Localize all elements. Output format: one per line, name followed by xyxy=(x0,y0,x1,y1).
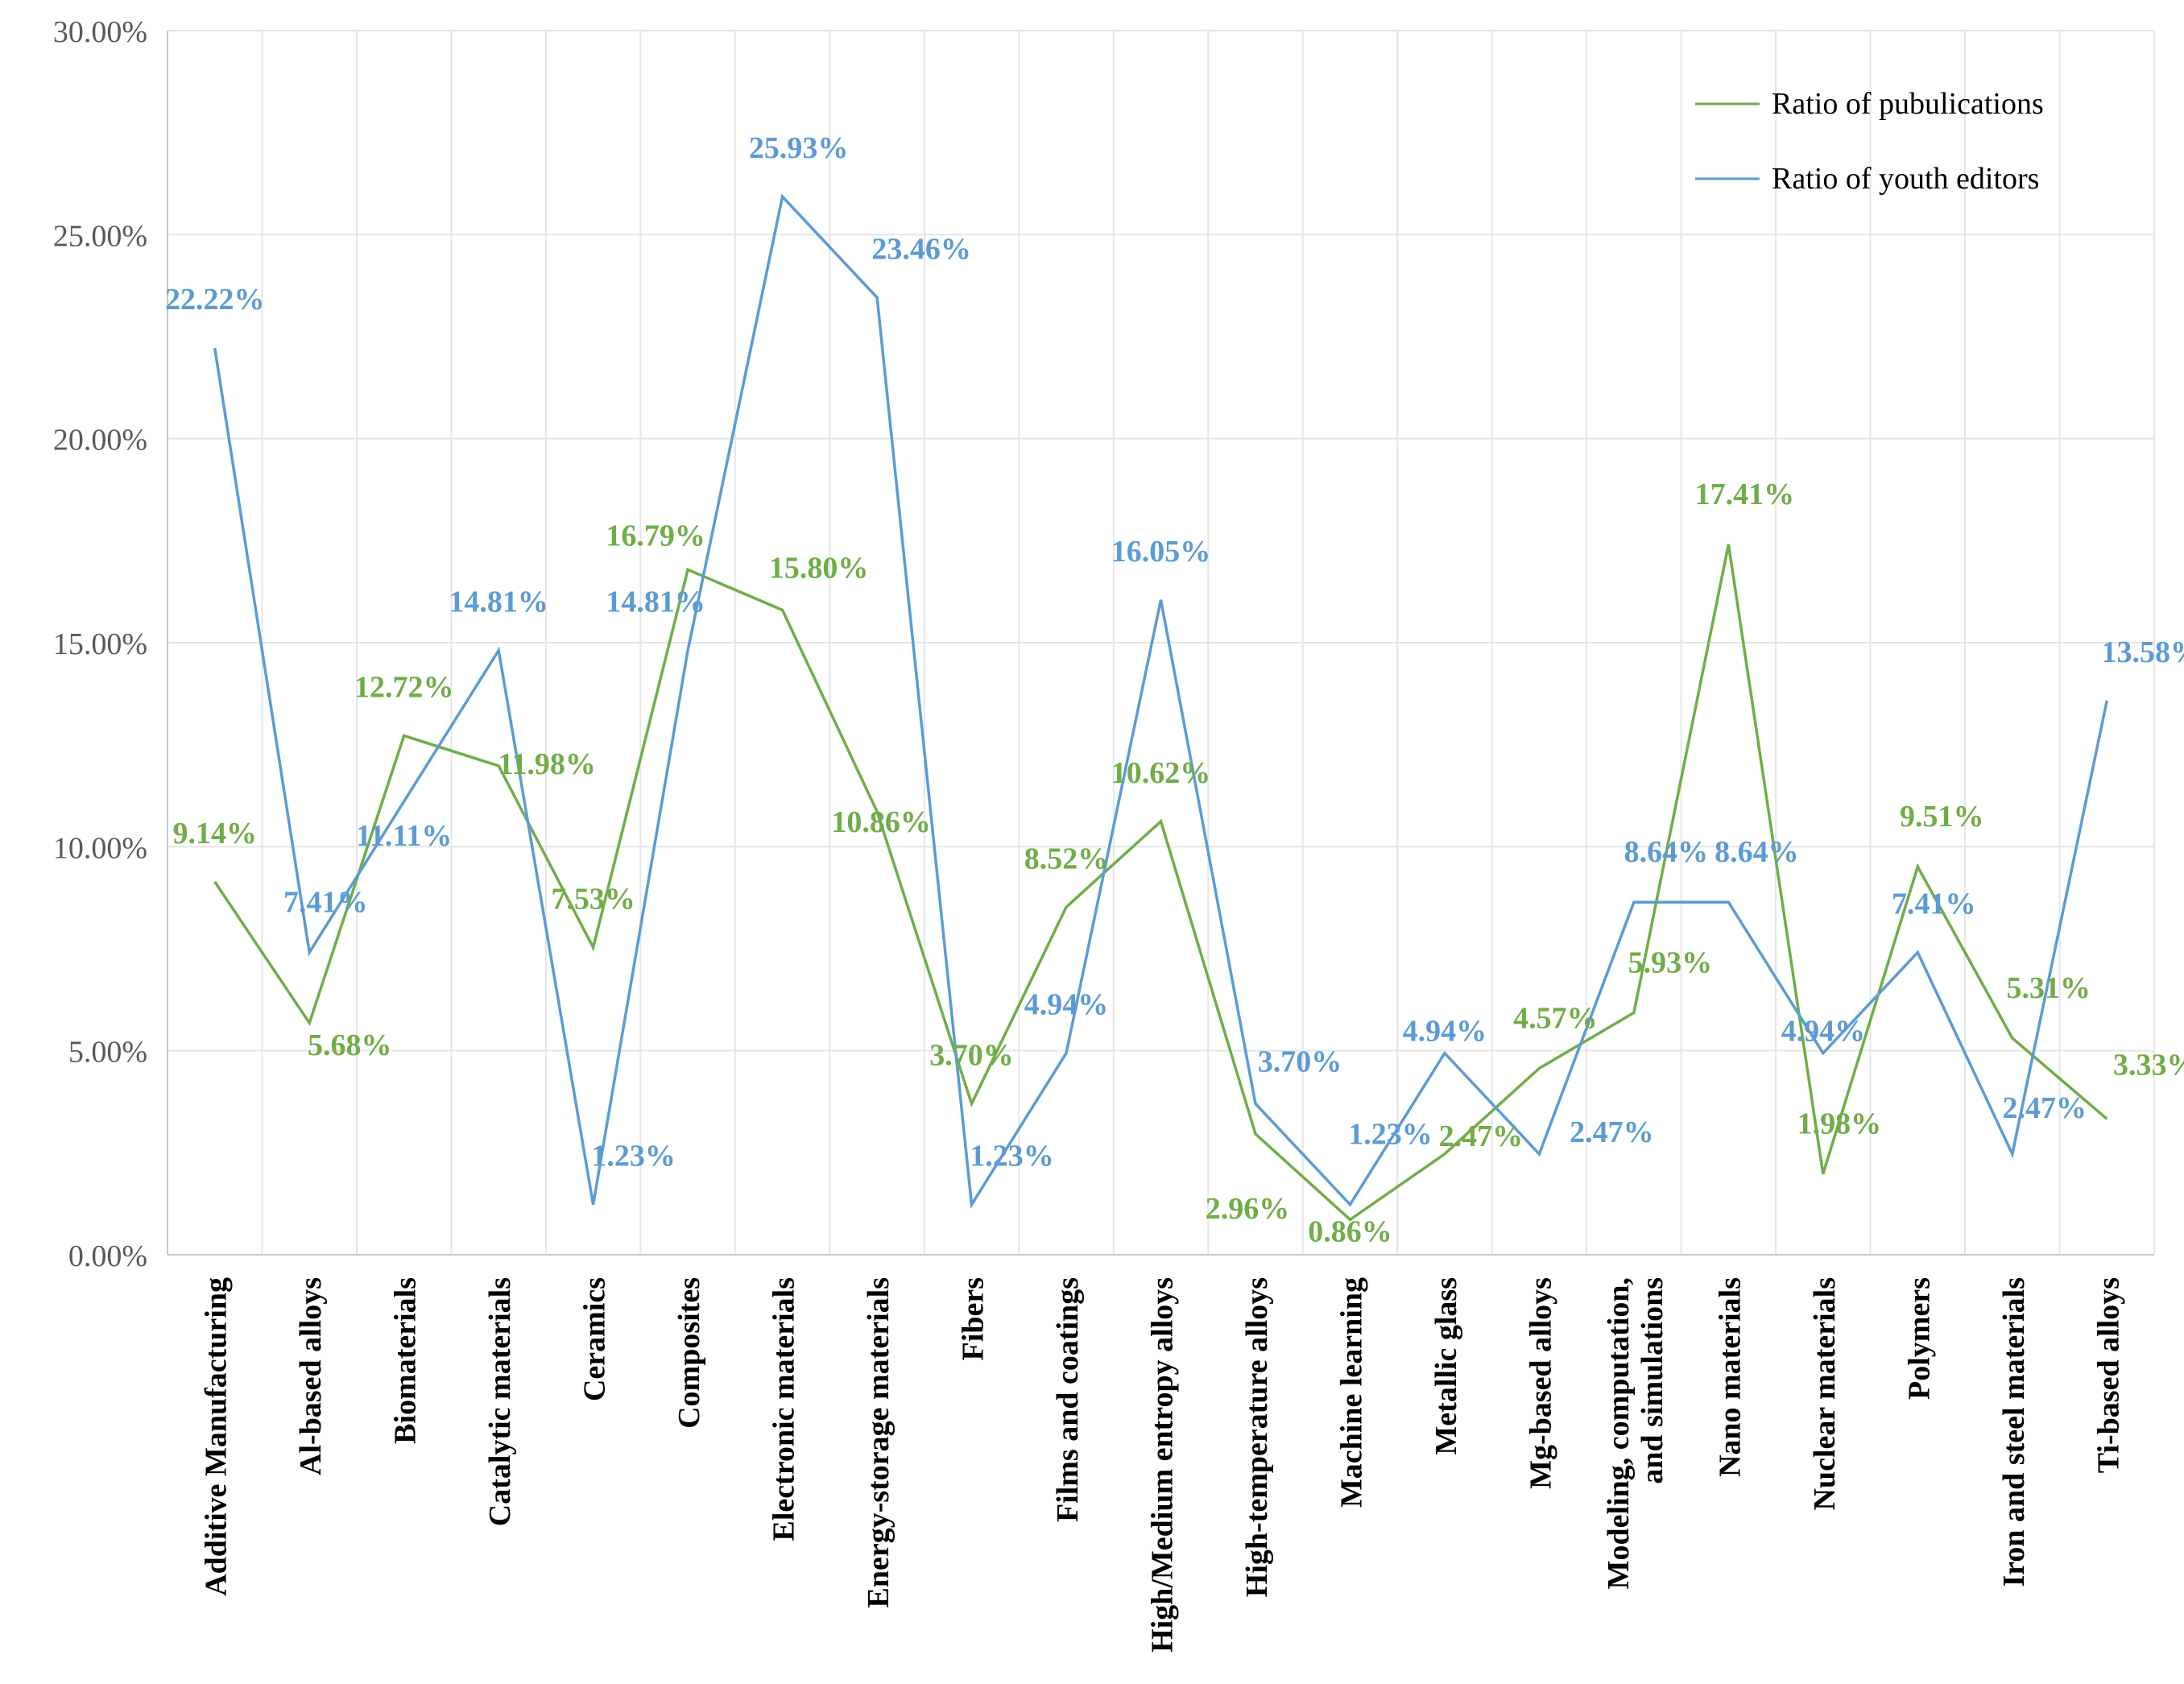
x-category-label: Fibers xyxy=(957,1277,991,1360)
x-category-label: Metallic glass xyxy=(1429,1277,1463,1455)
legend: Ratio of pubulications Ratio of youth ed… xyxy=(1695,87,2044,196)
x-category-label: Composites xyxy=(672,1277,706,1429)
x-category-label: Energy-storage materials xyxy=(862,1277,896,1608)
data-label-publications: 3.70% xyxy=(929,1039,1014,1073)
data-label-youth-editors: 1.23% xyxy=(970,1140,1054,1173)
x-category-label: Additive Manufacturing xyxy=(200,1277,234,1596)
data-label-publications: 1.98% xyxy=(1797,1107,1882,1141)
data-label-publications: 5.93% xyxy=(1628,946,1713,980)
data-label-publications: 10.62% xyxy=(1111,756,1211,790)
x-category-label: Catalytic materials xyxy=(483,1277,517,1526)
data-label-youth-editors: 13.58% xyxy=(2102,635,2184,669)
data-label-publications: 2.96% xyxy=(1206,1192,1290,1226)
y-axis-ticks: 0.00% 5.00% 10.00% 15.00% 20.00% 25.00% 30.00% xyxy=(53,15,147,1273)
legend-label-publications: Ratio of pubulications xyxy=(1772,87,2044,121)
data-label-youth-editors: 8.64% xyxy=(1624,835,1709,869)
y-tick-label: 25.00% xyxy=(53,219,147,253)
x-category-label: Modeling, computation, xyxy=(1602,1277,1636,1589)
data-label-youth-editors: 7.41% xyxy=(283,886,368,920)
data-label-publications: 8.52% xyxy=(1024,842,1109,875)
data-label-youth-editors: 14.81% xyxy=(606,585,705,619)
x-category-label: High-temperature alloys xyxy=(1240,1277,1274,1597)
data-label-publications: 10.86% xyxy=(831,805,931,839)
data-label-publications: 0.86% xyxy=(1308,1214,1392,1248)
x-category-label: Ti-based alloys xyxy=(2091,1277,2125,1473)
data-label-youth-editors: 14.81% xyxy=(449,585,548,619)
axes xyxy=(167,31,2154,1256)
x-category-label: and simulations xyxy=(1636,1277,1669,1484)
data-label-publications: 15.80% xyxy=(769,551,869,585)
series-line-publications xyxy=(213,544,2108,1222)
series-lines xyxy=(213,193,2109,1222)
x-category-label: Nano materials xyxy=(1713,1277,1747,1477)
data-label-youth-editors: 7.41% xyxy=(1892,888,1976,921)
data-label-youth-editors: 1.23% xyxy=(591,1140,676,1173)
data-label-publications: 16.79% xyxy=(606,519,705,552)
data-label-youth-editors: 1.23% xyxy=(1348,1118,1433,1152)
data-label-publications: 9.14% xyxy=(172,817,257,850)
x-category-label: Mg-based alloys xyxy=(1524,1277,1557,1489)
y-tick-label: 0.00% xyxy=(68,1239,147,1273)
data-label-youth-editors: 2.47% xyxy=(2003,1091,2087,1125)
data-label-publications: 2.47% xyxy=(1439,1119,1524,1153)
x-category-label: Polymers xyxy=(1902,1277,1936,1400)
data-label-youth-editors: 16.05% xyxy=(1111,535,1211,569)
data-label-publications: 12.72% xyxy=(354,671,454,705)
data-label-youth-editors: 22.22% xyxy=(165,283,265,317)
x-category-label: Ceramics xyxy=(578,1277,612,1401)
data-label-youth-editors: 2.47% xyxy=(1570,1115,1654,1149)
y-tick-label: 5.00% xyxy=(68,1036,147,1070)
data-label-publications: 7.53% xyxy=(551,882,635,916)
x-category-label: Al-based alloys xyxy=(294,1277,328,1475)
data-label-youth-editors: 4.94% xyxy=(1024,988,1109,1022)
gridlines xyxy=(167,30,2155,1255)
data-label-publications: 5.68% xyxy=(308,1028,392,1062)
data-label-publications: 9.51% xyxy=(1900,800,1984,834)
data-labels: 9.14% 5.68% 12.72% 11.98% 7.53% 16.79% 15.80% 1… xyxy=(165,131,2184,1248)
data-label-youth-editors: 4.94% xyxy=(1781,1015,1866,1049)
y-tick-label: 30.00% xyxy=(53,15,147,49)
x-category-label: High/Medium entropy alloys xyxy=(1146,1277,1180,1653)
x-category-label: Machine learning xyxy=(1334,1277,1368,1508)
data-label-youth-editors: 23.46% xyxy=(871,232,971,266)
legend-label-youth-editors: Ratio of youth editors xyxy=(1772,162,2039,196)
x-category-label: Films and coatings xyxy=(1051,1277,1085,1522)
data-label-publications: 5.31% xyxy=(2007,971,2091,1005)
data-label-publications: 17.41% xyxy=(1695,478,1795,511)
x-category-label: Biomaterials xyxy=(389,1277,423,1444)
series-line-youth-editors xyxy=(213,193,2109,1209)
data-label-publications: 4.57% xyxy=(1513,1001,1598,1035)
y-tick-label: 15.00% xyxy=(53,627,147,661)
x-category-label: Nuclear materials xyxy=(1808,1277,1842,1511)
data-label-youth-editors: 4.94% xyxy=(1403,1015,1487,1049)
y-tick-label: 20.00% xyxy=(53,424,147,457)
data-label-youth-editors: 8.64% xyxy=(1715,835,1799,869)
x-category-label: Iron and steel materials xyxy=(1997,1277,2031,1587)
data-label-youth-editors: 11.11% xyxy=(356,819,452,853)
x-category-label: Electronic materials xyxy=(767,1277,801,1541)
data-label-publications: 3.33% xyxy=(2113,1048,2184,1082)
data-label-youth-editors: 3.70% xyxy=(1258,1045,1342,1079)
y-tick-label: 10.00% xyxy=(53,831,147,865)
data-label-youth-editors: 25.93% xyxy=(749,131,849,165)
data-label-publications: 11.98% xyxy=(498,747,595,781)
x-axis-categories: Additive Manufacturing Al-based alloys Bio… xyxy=(200,1277,2126,1653)
